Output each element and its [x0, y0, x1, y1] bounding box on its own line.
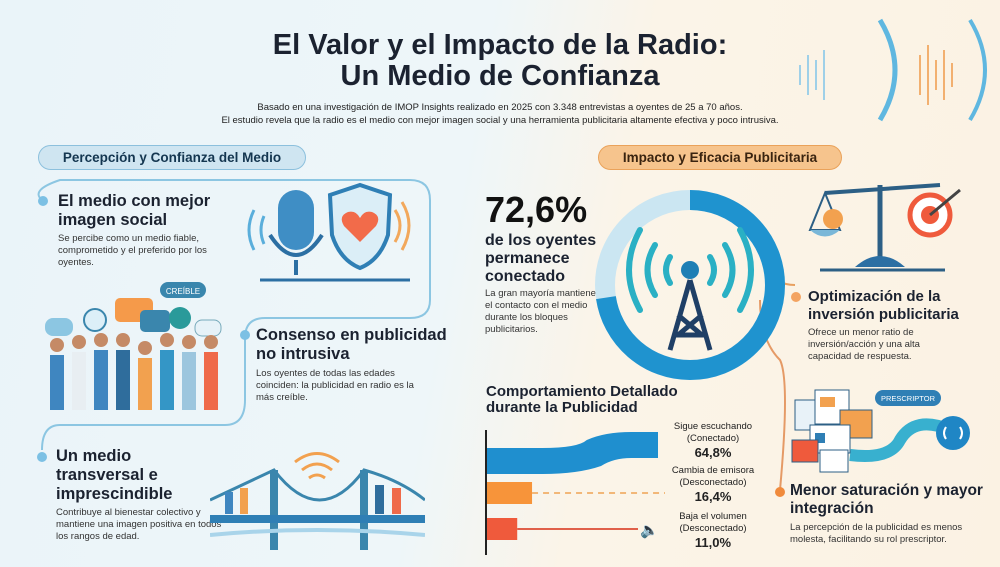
- bullet-dot: [775, 487, 785, 497]
- bullet-dot: [791, 292, 801, 302]
- item-title: Optimización de la inversión publicitari…: [808, 288, 959, 323]
- retention-donut: [595, 190, 785, 380]
- bridge-wifi-illustration: [210, 452, 425, 550]
- item-desc: Contribuye al bienestar colectivo y mant…: [56, 507, 222, 542]
- section-label-perception: Percepción y Confianza del Medio: [38, 145, 306, 170]
- bullet-dot: [240, 330, 250, 340]
- item-title: Menor saturación y mayor integración: [790, 482, 983, 517]
- item-desc: Ofrece un menor ratio de inversión/acció…: [808, 327, 920, 362]
- behavior-bar-chart: [485, 430, 665, 555]
- bar-0: [487, 432, 658, 474]
- prescriptor-badge: PRESCRIPTOR: [881, 394, 936, 403]
- bar-1: [487, 482, 533, 504]
- bar-2: [487, 518, 518, 540]
- people-speech-bubbles-illustration: CREÍBLE: [45, 282, 222, 410]
- microphone-shield-icon: [247, 182, 411, 282]
- section-label-impact: Impacto y Eficacia Publicitaria: [598, 145, 842, 170]
- item-desc: La percepción de la publicidad es menos …: [790, 522, 963, 545]
- chart-title: Comportamiento Detallado durante la Publ…: [486, 383, 678, 416]
- item-desc: Los oyentes de todas las edades coincide…: [256, 368, 414, 403]
- radio-tower-icon: [626, 227, 754, 313]
- subtitle: Basado en una investigación de IMOP Insi…: [221, 102, 779, 126]
- page-title: El Valor y el Impacto de la Radio: Un Med…: [272, 29, 728, 92]
- bar-label-1: Cambia de emisora (Desconectado) 16,4%: [671, 465, 755, 504]
- prescriptor-ads-illustration: PRESCRIPTOR: [791, 389, 970, 473]
- item-title: Consenso en publicidad no intrusiva: [256, 326, 447, 363]
- bar-label-0: Sigue escuchando (Conectado) 64,8%: [673, 421, 753, 460]
- bar-label-2: Baja el volumen (Desconectado) 11,0%: [679, 511, 747, 550]
- bullet-dot: [38, 196, 48, 206]
- bullet-dot: [37, 452, 47, 462]
- item-desc: Se percibe como un medio fiable, comprom…: [58, 233, 207, 268]
- donut-arc-connected: [595, 190, 785, 380]
- balance-scale-target-icon: [808, 183, 961, 272]
- item-title: El medio con mejor imagen social: [58, 192, 211, 229]
- stat-caption: de los oyentes permanece conectado: [485, 232, 597, 285]
- item-title: Un medio transversal e imprescindible: [56, 447, 173, 503]
- sound-wave-decoration: [799, 18, 987, 122]
- stat-desc: La gran mayoría mantiene el contacto con…: [485, 288, 596, 335]
- credible-badge: CREÍBLE: [166, 287, 200, 296]
- volume-speaker-icon: 🔈: [640, 522, 659, 539]
- stat-value: 72,6%: [485, 189, 588, 230]
